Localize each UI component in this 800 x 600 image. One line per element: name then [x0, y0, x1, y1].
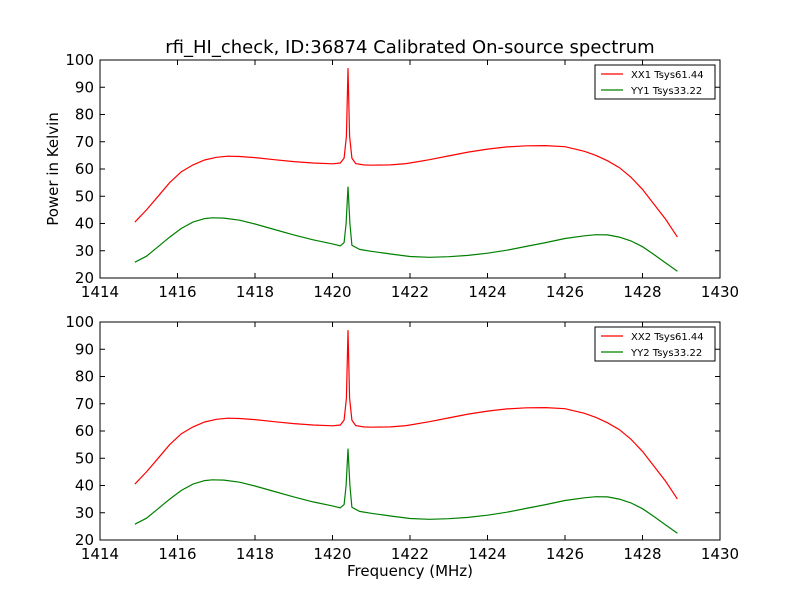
x-tick-label: 1422 — [391, 545, 429, 563]
series-line-1 — [134, 68, 678, 238]
chart-title: rfi_HI_check, ID:36874 Calibrated On-sou… — [165, 37, 654, 58]
series-line-2 — [134, 448, 678, 534]
x-tick-label: 1428 — [623, 545, 661, 563]
legend: XX1 Tsys61.44 YY1 Tsys33.22 — [594, 64, 716, 100]
x-tick-label: 1414 — [81, 545, 119, 563]
y-tick-label: 80 — [75, 368, 94, 386]
y-tick-label: 70 — [75, 395, 94, 413]
x-tick-label: 1430 — [701, 545, 739, 563]
y-tick-label: 80 — [75, 106, 94, 124]
y-tick-label: 40 — [75, 477, 94, 495]
x-axis-label: Frequency (MHz) — [347, 562, 473, 580]
x-tick-label: 1420 — [313, 545, 351, 563]
x-tick-label: 1420 — [313, 283, 351, 301]
x-tick-label: 1418 — [236, 545, 274, 563]
series-line-2 — [134, 186, 678, 272]
x-tick-label: 1426 — [546, 283, 584, 301]
legend: XX2 Tsys61.44 YY2 Tsys33.22 — [594, 326, 716, 362]
x-tick-label: 1430 — [701, 283, 739, 301]
y-tick-label: 100 — [65, 313, 94, 331]
legend-entry: XX2 Tsys61.44 — [631, 332, 704, 343]
x-tick-label: 1422 — [391, 283, 429, 301]
y-tick-label: 70 — [75, 133, 94, 151]
legend-box — [594, 326, 716, 362]
legend-entry: YY2 Tsys33.22 — [630, 348, 702, 359]
x-tick-label: 1416 — [158, 283, 196, 301]
y-tick-label: 90 — [75, 340, 94, 358]
y-tick-label: 90 — [75, 78, 94, 96]
y-tick-label: 50 — [75, 449, 94, 467]
x-tick-label: 1418 — [236, 283, 274, 301]
x-tick-label: 1428 — [623, 283, 661, 301]
y-tick-label: 40 — [75, 215, 94, 233]
x-tick-label: 1426 — [546, 545, 584, 563]
y-tick-label: 50 — [75, 187, 94, 205]
plot-panels: 1414 1416 1418 1420 1422 1424 1426 1428 1430 20 30… — [65, 51, 739, 563]
y-tick-label: 30 — [75, 504, 94, 522]
panel-bottom: 1414 1416 1418 1420 1422 1424 1426 1428 1430 20 30… — [65, 313, 739, 563]
legend-box — [594, 64, 716, 100]
panel-top: 1414 1416 1418 1420 1422 1424 1426 1428 1430 20 30… — [65, 51, 739, 301]
legend-entry: XX1 Tsys61.44 — [631, 70, 704, 81]
y-tick-label: 60 — [75, 422, 94, 440]
y-tick-label: 100 — [65, 51, 94, 69]
legend-entry: YY1 Tsys33.22 — [630, 86, 702, 97]
x-tick-label: 1414 — [81, 283, 119, 301]
y-tick-label: 20 — [75, 269, 94, 287]
x-tick-label: 1424 — [468, 283, 506, 301]
y-tick-label: 60 — [75, 160, 94, 178]
y-axis-label: Power in Kelvin — [44, 112, 62, 226]
x-tick-label: 1416 — [158, 545, 196, 563]
x-tick-label: 1424 — [468, 545, 506, 563]
y-tick-label: 20 — [75, 531, 94, 549]
series-line-1 — [134, 330, 678, 500]
y-tick-label: 30 — [75, 242, 94, 260]
